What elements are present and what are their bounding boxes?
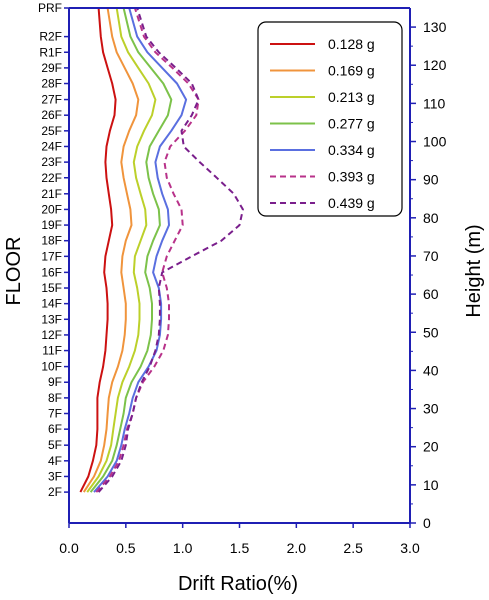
height-tick-label: 90 <box>423 172 439 188</box>
x-tick-label: 3.0 <box>400 540 420 556</box>
series-line-5 <box>93 7 188 493</box>
legend-label-3: 0.213 g <box>328 89 375 105</box>
height-tick-label: 110 <box>423 95 446 111</box>
legend-label-5: 0.334 g <box>328 142 375 158</box>
series-line-3 <box>86 7 157 493</box>
x-tick-label: 2.5 <box>343 540 363 556</box>
legend-label-6: 0.393 g <box>328 169 375 185</box>
series-line-2 <box>82 7 140 493</box>
legend-label-7: 0.439 g <box>328 195 375 211</box>
series-line-4 <box>89 7 173 493</box>
floor-tick-label: 23F <box>41 155 62 169</box>
right-axis-title: Height (m) <box>463 224 485 317</box>
floor-tick-label: 10F <box>41 360 62 374</box>
floor-tick-label: R2F <box>39 30 62 44</box>
floor-tick-label: 24F <box>41 139 62 153</box>
floor-tick-label: 11F <box>42 344 62 358</box>
floor-tick-label: 16F <box>41 265 62 279</box>
height-tick-label: 70 <box>423 248 439 264</box>
legend: 0.128 g 0.169 g 0.213 g 0.277 g 0.334 g 0.393… <box>257 21 403 217</box>
height-tick-label: 20 <box>423 439 439 455</box>
height-tick-label: 130 <box>423 19 447 35</box>
floor-tick-label: 5F <box>48 438 62 452</box>
x-tick-label: 2.0 <box>287 540 307 556</box>
floor-tick-label: 19F <box>41 218 62 232</box>
left-axis-title: FLOOR <box>3 237 25 306</box>
legend-label-2: 0.169 g <box>328 63 375 79</box>
height-tick-label: 50 <box>423 324 439 340</box>
x-tick-label: 0.0 <box>59 540 79 556</box>
floor-tick-label: 27F <box>41 93 62 107</box>
floor-tick-label: 8F <box>48 391 62 405</box>
floor-tick-label: 29F <box>41 61 62 75</box>
axes-layer: 0.0 0.5 1.0 1.5 2.0 2.5 3.00 10 20 30 40 50 60 70 80 90… <box>38 1 447 556</box>
floor-tick-label: 12F <box>41 328 62 342</box>
floor-tick-label: 18F <box>41 234 62 248</box>
floor-tick-label: 4F <box>48 454 62 468</box>
floor-tick-label: 15F <box>41 281 62 295</box>
floor-tick-label: R1F <box>39 45 62 59</box>
floor-tick-label: 6F <box>48 422 62 436</box>
legend-label-1: 0.128 g <box>328 36 375 52</box>
height-tick-label: 0 <box>423 515 431 531</box>
height-tick-label: 80 <box>423 210 439 226</box>
height-tick-label: 40 <box>423 362 439 378</box>
height-tick-label: 100 <box>423 134 447 150</box>
floor-tick-label: 3F <box>48 469 62 483</box>
floor-tick-label: 13F <box>41 312 62 326</box>
x-tick-label: 1.0 <box>173 540 193 556</box>
legend-label-4: 0.277 g <box>328 116 375 132</box>
floor-tick-label: 14F <box>41 297 62 311</box>
floor-tick-label: 2F <box>48 485 62 499</box>
floor-tick-label: 7F <box>48 407 62 421</box>
floor-tick-label: 26F <box>41 108 62 122</box>
floor-tick-label: PRF <box>38 1 62 15</box>
series-line-1 <box>79 7 117 493</box>
height-tick-label: 10 <box>423 477 439 493</box>
x-axis-title: Drift Ratio(%) <box>178 573 298 595</box>
x-tick-label: 1.5 <box>230 540 250 556</box>
floor-tick-label: 9F <box>48 375 62 389</box>
series-layer <box>79 7 244 493</box>
height-tick-label: 60 <box>423 286 439 302</box>
height-tick-label: 30 <box>423 401 439 417</box>
floor-tick-label: 20F <box>41 202 62 216</box>
floor-tick-label: 25F <box>41 124 62 138</box>
floor-tick-label: 22F <box>41 171 62 185</box>
floor-tick-label: 28F <box>41 77 62 91</box>
floor-tick-label: 17F <box>41 249 62 263</box>
x-tick-label: 0.5 <box>116 540 136 556</box>
floor-tick-label: 21F <box>41 187 62 201</box>
height-tick-label: 120 <box>423 57 447 73</box>
series-line-6 <box>95 7 200 493</box>
